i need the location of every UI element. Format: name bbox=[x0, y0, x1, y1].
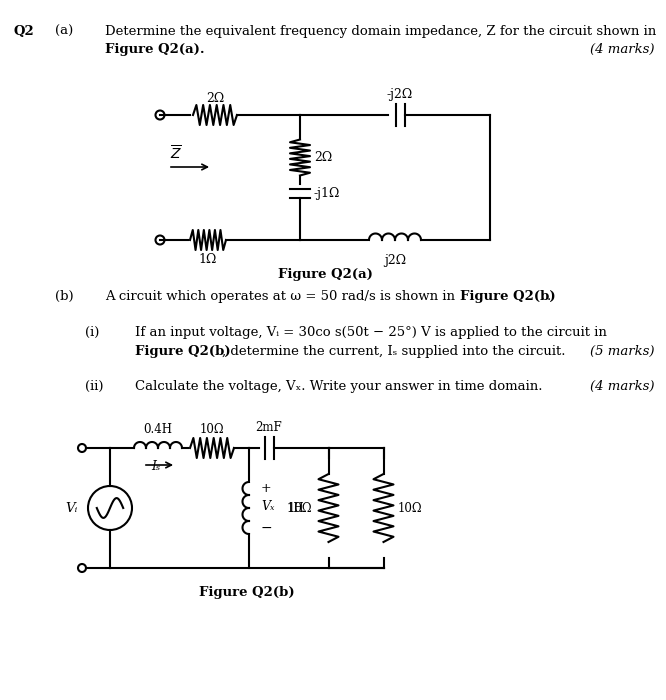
Text: Determine the equivalent frequency domain impedance, Z for the circuit shown in: Determine the equivalent frequency domai… bbox=[105, 25, 656, 38]
Text: (4 marks): (4 marks) bbox=[591, 43, 655, 56]
Text: , determine the current, Iₛ supplied into the circuit.: , determine the current, Iₛ supplied int… bbox=[222, 344, 565, 358]
Text: Figure Q2(b): Figure Q2(b) bbox=[135, 344, 230, 358]
Text: Figure Q2(a).: Figure Q2(a). bbox=[105, 43, 204, 56]
Text: A circuit which operates at ω = 50 rad/s is shown in: A circuit which operates at ω = 50 rad/s… bbox=[105, 290, 460, 303]
Text: 10Ω: 10Ω bbox=[200, 423, 224, 436]
Text: 2Ω: 2Ω bbox=[314, 151, 332, 164]
Text: Q2: Q2 bbox=[13, 25, 34, 38]
Text: Figure Q2(b): Figure Q2(b) bbox=[199, 586, 294, 599]
Text: 1Ω: 1Ω bbox=[199, 253, 217, 266]
Text: (b): (b) bbox=[55, 290, 74, 303]
Text: (i): (i) bbox=[85, 326, 99, 339]
Text: (a): (a) bbox=[55, 25, 73, 38]
Text: (ii): (ii) bbox=[85, 380, 103, 393]
Text: Vᵢ: Vᵢ bbox=[66, 501, 78, 514]
Text: 10Ω: 10Ω bbox=[288, 501, 312, 514]
Text: 2mF: 2mF bbox=[256, 421, 282, 434]
Text: Iₛ: Iₛ bbox=[151, 460, 161, 473]
Text: 2Ω: 2Ω bbox=[206, 92, 224, 105]
Text: j2Ω: j2Ω bbox=[384, 254, 406, 267]
Text: If an input voltage, Vᵢ = 30co s(50t − 25°) V is applied to the circuit in: If an input voltage, Vᵢ = 30co s(50t − 2… bbox=[135, 326, 607, 339]
Text: 10Ω: 10Ω bbox=[398, 501, 422, 514]
Text: +: + bbox=[261, 482, 272, 494]
Text: (4 marks): (4 marks) bbox=[591, 380, 655, 393]
Text: .: . bbox=[547, 290, 551, 303]
Text: $\overline{Z}$: $\overline{Z}$ bbox=[170, 145, 182, 163]
Text: -j2Ω: -j2Ω bbox=[387, 88, 413, 101]
Text: -j1Ω: -j1Ω bbox=[314, 187, 340, 200]
Text: Figure Q2(b): Figure Q2(b) bbox=[460, 290, 555, 303]
Text: Calculate the voltage, Vₓ. Write your answer in time domain.: Calculate the voltage, Vₓ. Write your an… bbox=[135, 380, 543, 393]
Text: 1H: 1H bbox=[287, 501, 304, 514]
Text: 0.4H: 0.4H bbox=[143, 423, 172, 436]
Text: Vₓ: Vₓ bbox=[261, 500, 274, 512]
Text: (5 marks): (5 marks) bbox=[591, 344, 655, 358]
Text: Figure Q2(a): Figure Q2(a) bbox=[278, 268, 372, 281]
Text: −: − bbox=[261, 521, 272, 535]
